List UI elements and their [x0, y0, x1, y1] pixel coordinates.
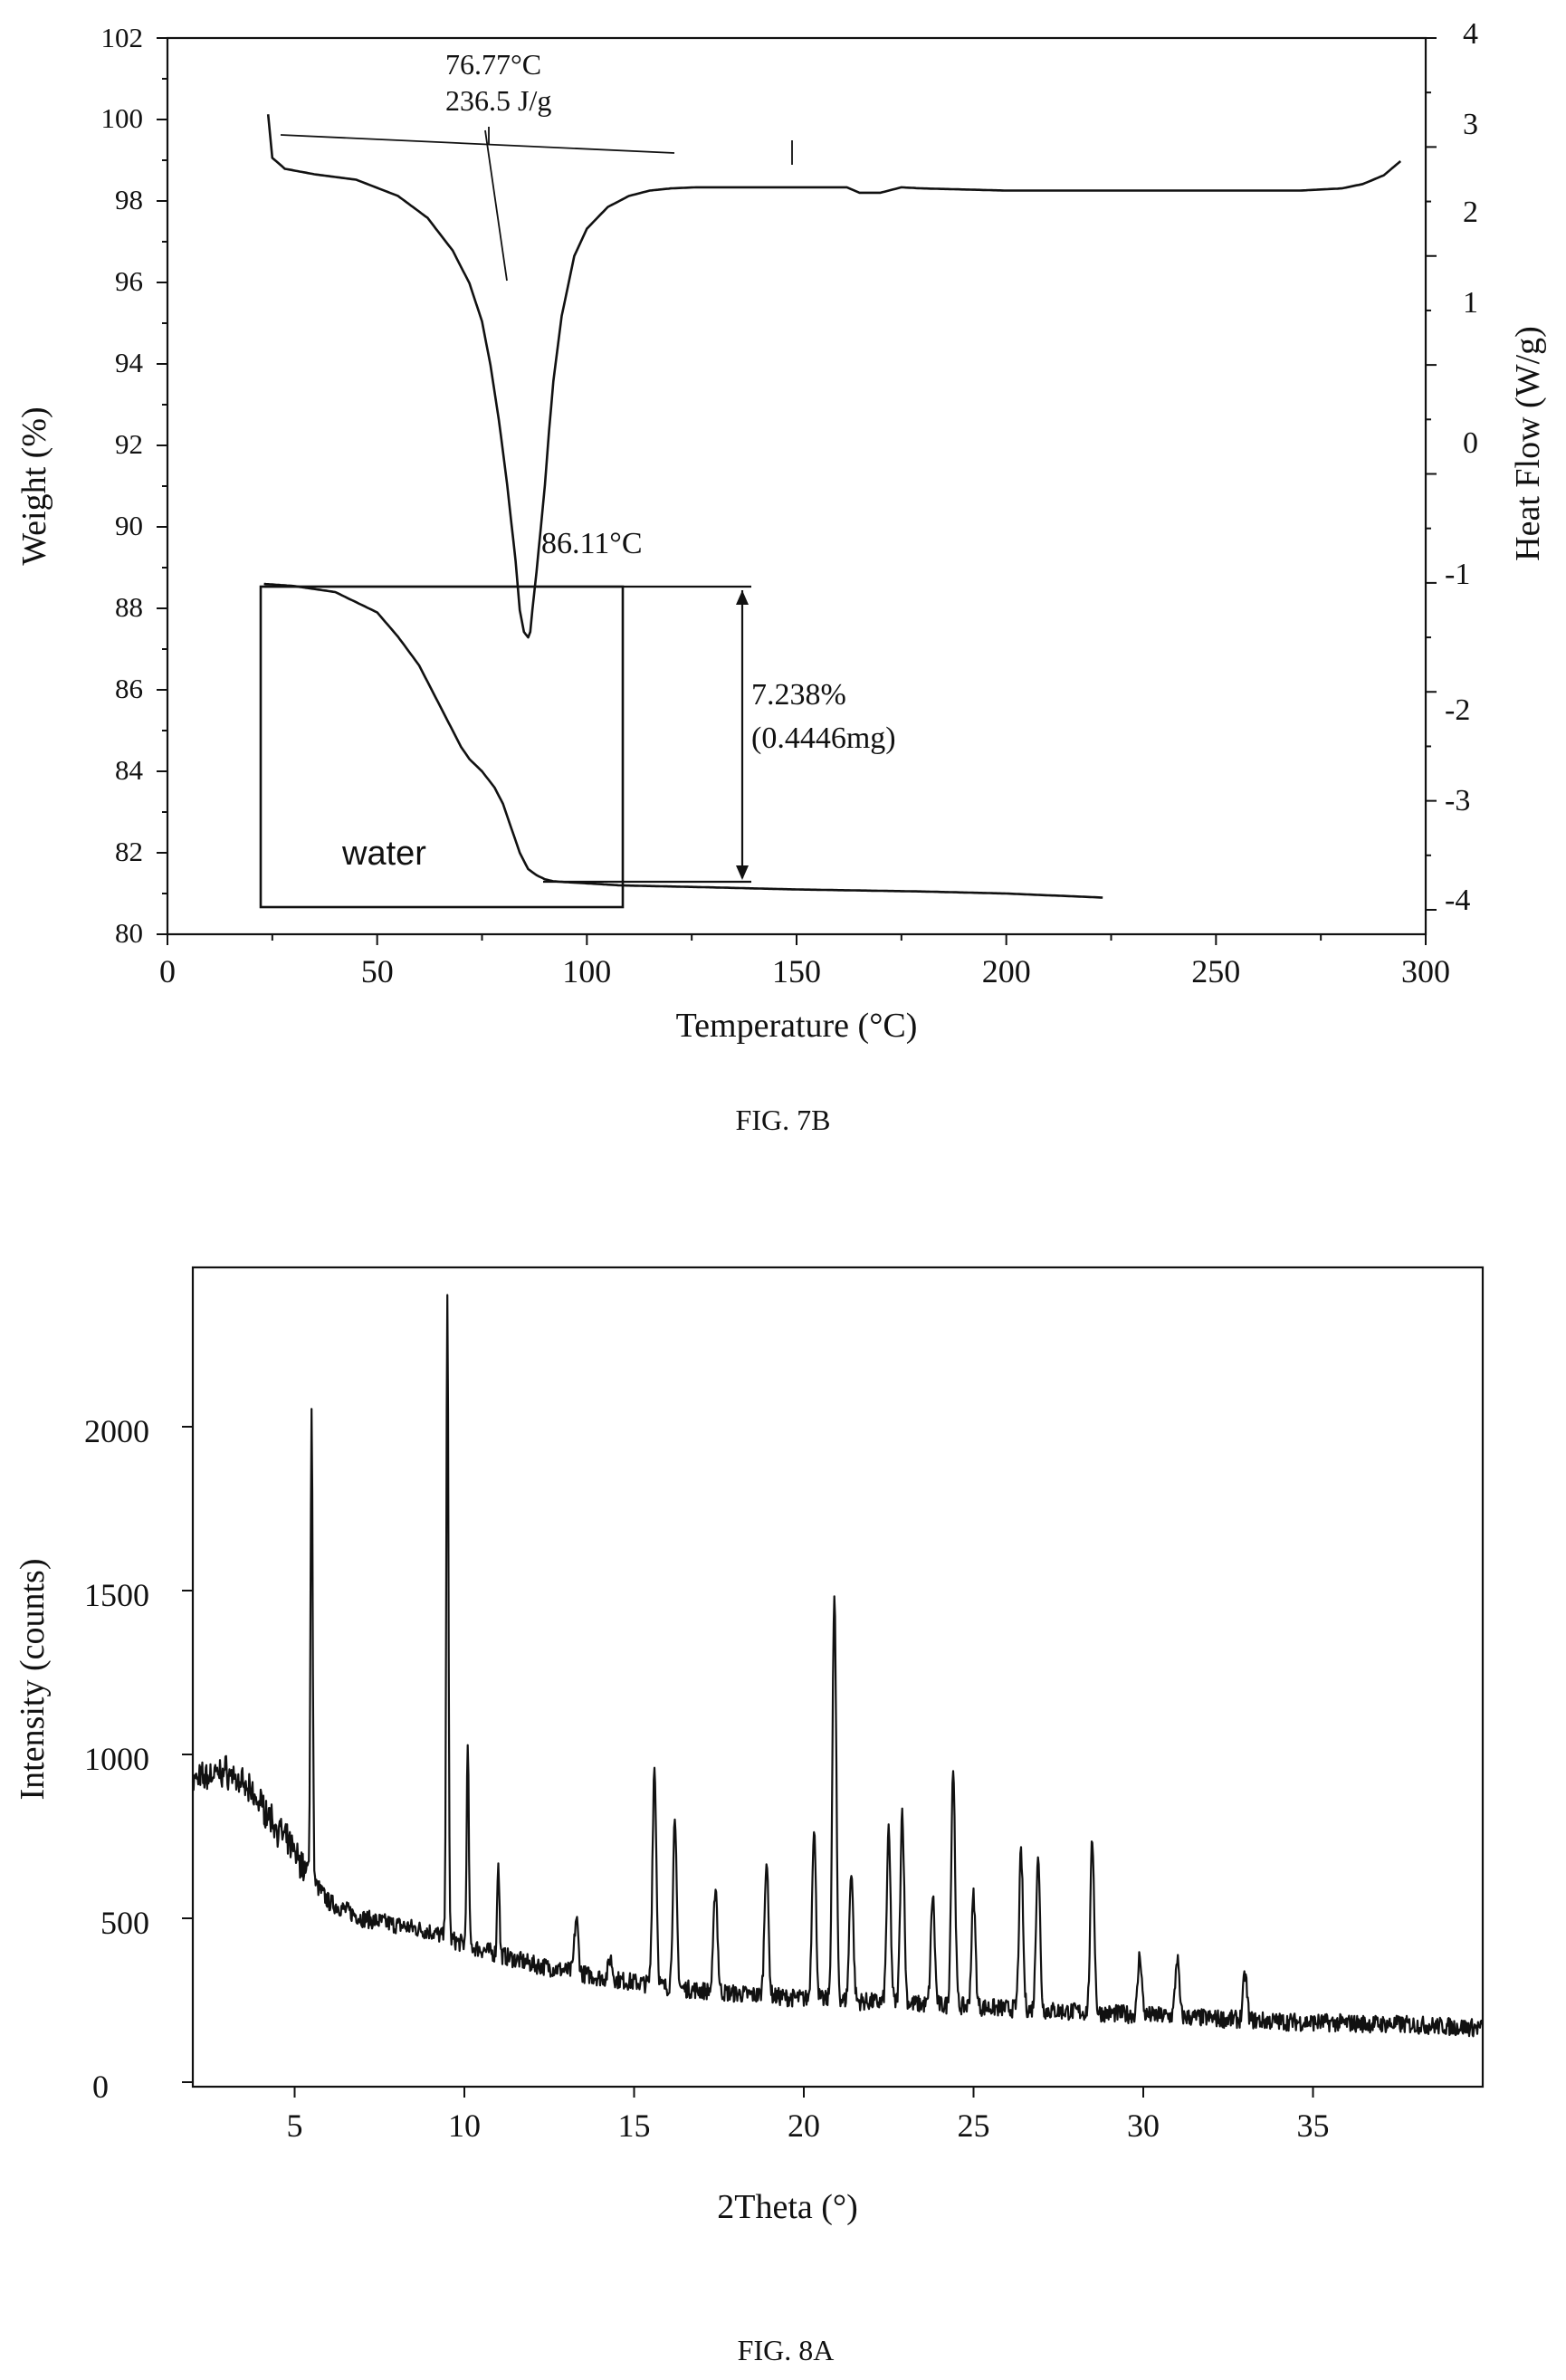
y-axis-label: Weight (%): [15, 406, 53, 565]
figure-caption: FIG. 8A: [738, 2334, 835, 2366]
y-tick-label: 94: [115, 347, 144, 378]
y-axis-label: Intensity (counts): [14, 1558, 52, 1800]
y-tick-label: 90: [115, 510, 143, 541]
x-axis-ticks: [167, 934, 1427, 945]
y-tick-labels: 80 82 84 86 88 90 92 94 96 98 100 102: [101, 22, 144, 949]
x-axis-label: Temperature (°C): [676, 1007, 918, 1045]
y2-axis-label: Heat Flow (W/g): [1509, 326, 1547, 561]
weight-loss-annotation: 7.238%: [751, 678, 846, 712]
weight-curve: [263, 582, 1103, 899]
y-tick-label: 84: [115, 754, 144, 786]
y-tick-label: 96: [115, 265, 143, 297]
plot-frame: [166, 36, 1428, 936]
figure-caption: FIG. 7B: [736, 1104, 831, 1136]
dsc-onset-tangent: [484, 129, 508, 282]
x-tick-label: 250: [1191, 953, 1240, 989]
x-tick-label: 5: [287, 2108, 303, 2144]
x-tick-label: 100: [562, 953, 611, 989]
y2-tick-label: 2: [1463, 196, 1478, 229]
y2-tick-label: -4: [1445, 884, 1470, 917]
y-axis-ticks: [182, 1426, 193, 2083]
y2-tick-label: -3: [1445, 784, 1470, 817]
x-tick-label: 30: [1127, 2108, 1160, 2144]
x-axis-ticks: [293, 2087, 1314, 2098]
y-axis-ticks: [157, 37, 167, 935]
x-tick-label: 25: [958, 2108, 990, 2144]
y-tick-label: 86: [115, 673, 143, 704]
arrow-head-up: [736, 590, 749, 605]
peak-temp-annotation: 86.11°C: [541, 527, 643, 560]
x-tick-labels: 5 10 15 20 25 30 35: [287, 2108, 1330, 2144]
y-tick-label: 82: [115, 836, 143, 867]
y-tick-label: 102: [101, 22, 144, 53]
x-tick-labels: 0 50 100 150 200 250 300: [159, 953, 1450, 989]
x-tick-label: 300: [1401, 953, 1450, 989]
x-tick-label: 50: [361, 953, 394, 989]
x-axis-label: 2Theta (°): [717, 2188, 858, 2226]
y-tick-label: 88: [115, 591, 143, 623]
plot-frame: [191, 1266, 1485, 2088]
water-loss-box: [259, 585, 625, 909]
water-label: water: [341, 835, 426, 873]
y-tick-label: 1500: [84, 1577, 149, 1613]
x-tick-label: 15: [618, 2108, 651, 2144]
y-tick-label: 0: [92, 2069, 109, 2105]
x-tick-label: 10: [448, 2108, 481, 2144]
y-tick-label: 80: [115, 917, 143, 949]
y2-tick-label: 3: [1463, 108, 1478, 141]
y-tick-label: 2000: [84, 1413, 149, 1449]
y2-tick-labels: -4 -3 -2 -1 0 1 2 3 4: [1445, 17, 1478, 917]
dsc-tga-chart: 0 50 100 150 200 250 300 80 82 84 86 88 …: [15, 17, 1547, 1136]
y-tick-label: 1000: [84, 1741, 149, 1777]
y-tick-label: 98: [115, 184, 143, 215]
enthalpy-annotation: 236.5 J/g: [445, 84, 551, 117]
diffraction-pattern: [191, 1294, 1484, 2038]
y2-tick-label: -1: [1445, 558, 1470, 591]
x-tick-label: 0: [159, 953, 176, 989]
dsc-baseline-tangent: [280, 134, 675, 154]
arrow-head-down: [736, 865, 749, 880]
heat-flow-curve: [266, 114, 1402, 639]
y-tick-label: 500: [100, 1905, 149, 1941]
y2-tick-label: 1: [1463, 286, 1478, 320]
y-tick-labels: 0 500 1000 1500 2000: [84, 1413, 149, 2105]
onset-temp-annotation: 76.77°C: [445, 48, 541, 81]
y2-axis-ticks: [1426, 37, 1437, 911]
xrpd-chart: 5 10 15 20 25 30 35 0 500 1000 1500 2000…: [14, 1266, 1485, 2366]
x-tick-label: 35: [1297, 2108, 1330, 2144]
x-tick-label: 200: [982, 953, 1031, 989]
y2-tick-label: -2: [1445, 693, 1470, 727]
y-tick-label: 100: [101, 102, 144, 134]
x-tick-label: 20: [788, 2108, 820, 2144]
y-tick-label: 92: [115, 428, 143, 460]
y2-tick-label: 0: [1463, 426, 1478, 460]
y2-tick-label: 4: [1463, 17, 1478, 51]
x-tick-label: 150: [772, 953, 821, 989]
weight-loss-mass-annotation: (0.4446mg): [751, 722, 896, 755]
